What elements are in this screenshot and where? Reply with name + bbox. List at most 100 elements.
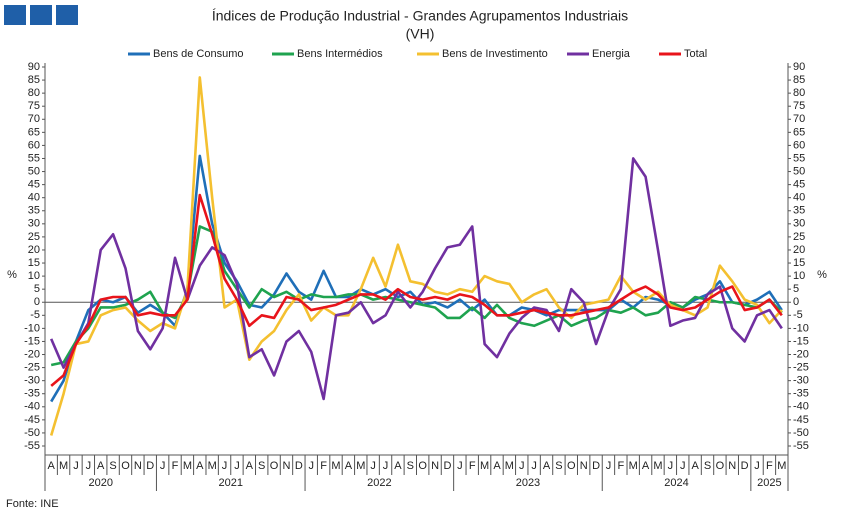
x-tick-label: D xyxy=(295,460,303,472)
y-tick-label: -10 xyxy=(24,322,40,334)
x-tick-label: M xyxy=(653,460,662,472)
legend-label: Bens de Consumo xyxy=(153,48,244,60)
x-tick-label: J xyxy=(234,460,240,472)
x-tick-label: F xyxy=(320,460,327,472)
x-tick-label: N xyxy=(580,460,588,472)
year-label: 2025 xyxy=(757,477,781,489)
y-tick-label: 5 xyxy=(34,283,40,295)
x-tick-label: S xyxy=(109,460,116,472)
y2-tick-label: -5 xyxy=(793,309,803,321)
y2-tick-label: -15 xyxy=(793,335,809,347)
y2-tick-label: -55 xyxy=(793,440,809,452)
x-tick-label: O xyxy=(716,460,725,472)
x-tick-label: F xyxy=(617,460,624,472)
y2-tick-label: -50 xyxy=(793,427,809,439)
x-tick-label: N xyxy=(134,460,142,472)
y-tick-label: -25 xyxy=(24,361,40,373)
y2-tick-label: 70 xyxy=(793,113,805,125)
y-tick-label: 35 xyxy=(28,205,40,217)
x-tick-label: J xyxy=(222,460,228,472)
y2-tick-label: 65 xyxy=(793,126,805,138)
logo-square xyxy=(30,5,52,25)
x-tick-label: O xyxy=(270,460,279,472)
source: Fonte: INE xyxy=(6,498,59,510)
x-tick-label: J xyxy=(73,460,79,472)
y2-tick-label: -10 xyxy=(793,322,809,334)
x-tick-label: S xyxy=(555,460,562,472)
y2-tick-label: 35 xyxy=(793,205,805,217)
year-label: 2021 xyxy=(219,477,243,489)
y2-tick-label: 15 xyxy=(793,257,805,269)
series-line xyxy=(49,157,783,401)
x-tick-label: M xyxy=(356,460,365,472)
y-tick-label: 70 xyxy=(28,113,40,125)
y-tick-label: 80 xyxy=(28,87,40,99)
y-tick-label: 60 xyxy=(28,139,40,151)
y-tick-label: 40 xyxy=(28,192,40,204)
x-tick-label: F xyxy=(172,460,179,472)
y-tick-label: 45 xyxy=(28,179,40,191)
x-tick-label: F xyxy=(766,460,773,472)
y2-tick-label: 90 xyxy=(793,61,805,73)
year-label: 2020 xyxy=(88,477,112,489)
y-tick-label: 25 xyxy=(28,231,40,243)
y-tick-label: -15 xyxy=(24,335,40,347)
logo-square xyxy=(56,5,78,25)
series-line xyxy=(49,76,783,436)
x-tick-label: M xyxy=(505,460,514,472)
chart-title: Índices de Produção Industrial - Grandes… xyxy=(212,8,628,24)
legend-label: Total xyxy=(684,48,707,60)
x-tick-label: M xyxy=(480,460,489,472)
x-tick-label: A xyxy=(642,460,650,472)
logo-square xyxy=(4,5,26,25)
x-tick-label: M xyxy=(777,460,786,472)
x-tick-label: J xyxy=(519,460,525,472)
x-tick-label: J xyxy=(754,460,760,472)
x-tick-label: S xyxy=(704,460,711,472)
x-tick-label: A xyxy=(48,460,56,472)
y-tick-label: -55 xyxy=(24,440,40,452)
x-tick-label: J xyxy=(457,460,463,472)
year-label: 2022 xyxy=(367,477,391,489)
y-tick-label: 0 xyxy=(34,296,40,308)
x-tick-label: A xyxy=(691,460,699,472)
y2-tick-label: 75 xyxy=(793,100,805,112)
y-tick-label: 30 xyxy=(28,218,40,230)
x-tick-label: J xyxy=(531,460,537,472)
y-tick-label: 10 xyxy=(28,270,40,282)
y2-tick-label: 60 xyxy=(793,139,805,151)
legend-label: Bens Intermédios xyxy=(297,48,383,60)
x-tick-label: J xyxy=(160,460,166,472)
y2-tick-label: 55 xyxy=(793,152,805,164)
x-tick-label: M xyxy=(629,460,638,472)
x-tick-label: O xyxy=(121,460,130,472)
x-tick-label: J xyxy=(308,460,314,472)
y-tick-label: 65 xyxy=(28,126,40,138)
x-tick-label: A xyxy=(394,460,402,472)
y-axis-label: % xyxy=(7,269,17,281)
y2-tick-label: 5 xyxy=(793,283,799,295)
y-tick-label: -5 xyxy=(30,309,40,321)
x-tick-label: D xyxy=(443,460,451,472)
x-tick-label: A xyxy=(246,460,254,472)
x-tick-label: N xyxy=(431,460,439,472)
x-tick-label: D xyxy=(592,460,600,472)
y-tick-label: -45 xyxy=(24,414,40,426)
x-tick-label: M xyxy=(183,460,192,472)
year-label: 2023 xyxy=(516,477,540,489)
y2-tick-label: 50 xyxy=(793,165,805,177)
x-tick-label: O xyxy=(567,460,576,472)
x-tick-label: N xyxy=(282,460,290,472)
y-tick-label: 15 xyxy=(28,257,40,269)
y-tick-label: 90 xyxy=(28,61,40,73)
y-tick-label: 75 xyxy=(28,100,40,112)
series-line xyxy=(50,225,783,367)
y-tick-label: -40 xyxy=(24,401,40,413)
y-tick-label: -20 xyxy=(24,348,40,360)
x-tick-label: M xyxy=(208,460,217,472)
series-line xyxy=(50,193,783,387)
y2-tick-label: -20 xyxy=(793,348,809,360)
y2-tick-label: -30 xyxy=(793,375,809,387)
y2-tick-label: -45 xyxy=(793,414,809,426)
